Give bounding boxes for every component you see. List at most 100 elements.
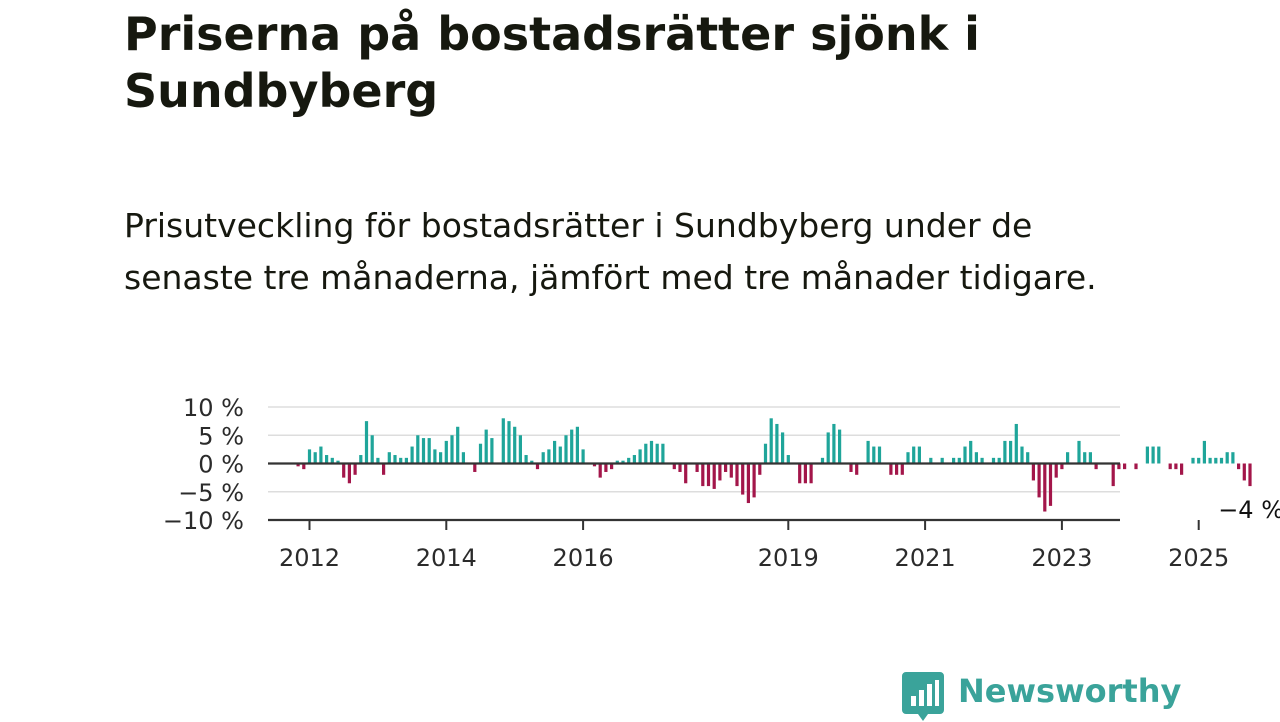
bar	[433, 449, 437, 464]
bar	[450, 435, 454, 464]
bar	[832, 423, 836, 464]
bar	[382, 463, 386, 475]
bar	[547, 449, 551, 464]
bar	[393, 455, 397, 464]
grid	[268, 406, 1120, 493]
bar	[849, 463, 853, 472]
bar-chart: 10 %5 %0 %−5 %−10 % 2012 2014 2016 2019 2021…	[163, 394, 1280, 572]
last-value-label: −4 %	[1218, 496, 1280, 524]
bar	[895, 463, 899, 475]
bar	[809, 463, 813, 484]
bar	[991, 457, 996, 464]
bar	[456, 426, 460, 464]
bar	[330, 457, 334, 464]
bar	[416, 435, 420, 464]
bar	[307, 449, 312, 464]
bar	[473, 463, 477, 472]
bar	[1157, 446, 1161, 464]
bar	[404, 457, 408, 464]
bar	[781, 432, 785, 464]
bar	[598, 463, 602, 478]
bar	[695, 463, 699, 472]
bar	[319, 446, 323, 464]
bar	[1248, 463, 1252, 487]
bar	[359, 455, 363, 464]
y-tick-label: −10 %	[163, 507, 244, 535]
bar	[877, 446, 882, 464]
bar	[758, 463, 762, 475]
bar	[387, 452, 391, 464]
bar	[1077, 440, 1081, 464]
bar	[399, 457, 403, 464]
bar	[718, 463, 722, 481]
bar	[342, 463, 346, 478]
x-tick-label: 2012	[279, 544, 340, 572]
x-tick-label: 2021	[895, 544, 956, 572]
bar	[541, 452, 545, 464]
bar	[1168, 463, 1172, 470]
bar	[575, 426, 579, 464]
bar	[1083, 452, 1087, 464]
bar	[1231, 452, 1235, 464]
bar	[644, 443, 648, 464]
bar	[638, 449, 642, 464]
newsworthy-logo-icon	[902, 672, 944, 721]
bar	[490, 438, 494, 464]
bar	[889, 463, 893, 475]
bar	[1094, 463, 1098, 470]
bar	[1208, 457, 1212, 464]
bar	[838, 429, 842, 464]
bar	[786, 455, 790, 464]
bar	[1214, 457, 1218, 464]
bar	[1054, 463, 1058, 478]
bar	[570, 429, 574, 464]
x-tick-label: 2019	[758, 544, 819, 572]
bar	[621, 460, 625, 464]
y-axis-ticks: 10 %5 %0 %−5 %−10 %	[163, 394, 244, 535]
bar	[1043, 463, 1047, 512]
bar	[325, 455, 329, 464]
bar	[302, 463, 306, 470]
bar	[929, 457, 933, 464]
bar	[1060, 463, 1064, 470]
bar	[461, 452, 465, 464]
bar	[427, 438, 431, 464]
bar	[592, 463, 597, 467]
bar	[1009, 440, 1013, 464]
bar	[1191, 457, 1195, 464]
y-tick-label: 5 %	[198, 422, 244, 450]
bar	[769, 418, 773, 464]
bar	[1037, 463, 1041, 498]
bar	[1020, 446, 1024, 464]
bar	[655, 443, 659, 464]
bar	[900, 463, 904, 475]
bar	[724, 463, 728, 472]
bar	[1066, 452, 1070, 464]
bar	[632, 455, 636, 464]
bar	[347, 463, 351, 484]
bar	[678, 463, 682, 472]
bar	[604, 463, 608, 472]
bar	[535, 463, 540, 470]
y-tick-label: −5 %	[178, 479, 244, 507]
bar	[615, 460, 619, 464]
bar	[1237, 463, 1241, 470]
bar	[729, 463, 733, 478]
bar	[974, 452, 978, 464]
bar	[649, 440, 654, 464]
bar	[1180, 463, 1184, 475]
bar	[1134, 463, 1138, 470]
bar	[997, 457, 1001, 464]
bar	[370, 435, 374, 464]
bar	[1026, 452, 1030, 464]
bar	[421, 438, 426, 464]
bar	[1031, 463, 1035, 481]
bar	[1014, 423, 1018, 464]
bar	[917, 446, 921, 464]
bar	[313, 452, 317, 464]
newsworthy-logo-text: Newsworthy	[958, 672, 1182, 710]
bar	[701, 463, 705, 487]
x-tick-label: 2014	[416, 544, 477, 572]
bar	[627, 457, 631, 464]
x-tick-label: 2016	[553, 544, 614, 572]
